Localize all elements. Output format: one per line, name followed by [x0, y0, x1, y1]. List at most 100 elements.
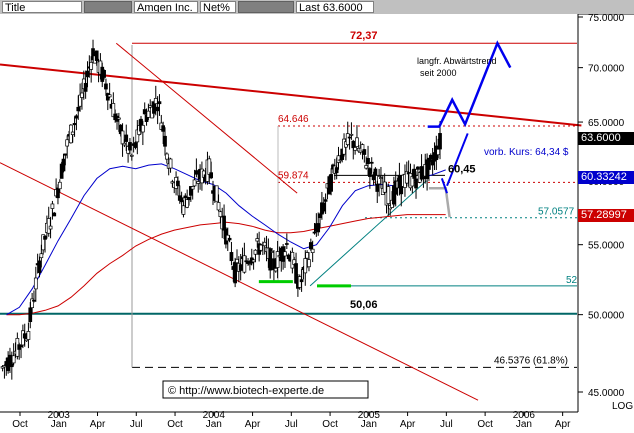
candle-body: [80, 92, 84, 98]
candle-body: [168, 158, 173, 169]
candle-body: [190, 186, 195, 190]
candle-body: [39, 253, 44, 259]
candle-body: [379, 177, 383, 179]
candle-body: [355, 137, 359, 147]
candle-body: [207, 158, 212, 175]
candle-body: [129, 154, 134, 157]
trend-note-line1: langfr. Abwärtstrend: [417, 56, 497, 66]
candle-body: [284, 243, 289, 245]
toolbar-title-field[interactable]: Title: [2, 1, 82, 13]
candle-body: [28, 307, 33, 323]
candle-body: [157, 101, 162, 105]
candle-body: [273, 268, 278, 272]
toolbar-mode-dropdown[interactable]: [238, 1, 294, 13]
y-tick-label: 50.0000: [588, 311, 625, 322]
forecast-path-up: [427, 40, 512, 128]
candle-body: [74, 115, 79, 119]
candle-body: [76, 106, 81, 112]
candle-body: [227, 237, 232, 241]
candle-body: [414, 178, 418, 189]
copyright-text: © http://www.biotech-experte.de: [168, 385, 324, 397]
candle-body: [83, 82, 88, 92]
candle-body: [94, 50, 99, 61]
candle-body: [253, 249, 258, 255]
candle-body: [345, 133, 350, 145]
x-tick-label: Oct: [477, 419, 493, 430]
candle-body: [32, 299, 36, 302]
trendline-uptrend-support: [309, 180, 427, 287]
candle-body: [50, 203, 55, 209]
chart-toolbar: Title Amgen Inc. Net% Last 63.6000: [0, 0, 634, 15]
candle-body: [310, 248, 315, 254]
price-tag-blue-ma: 60.33242: [578, 170, 634, 184]
candle-body: [141, 124, 145, 133]
toolbar-symbol-field[interactable]: Amgen Inc.: [134, 1, 198, 13]
candle-body: [312, 231, 317, 234]
candle-body: [155, 106, 160, 112]
candle-body: [57, 181, 62, 190]
candle-body: [362, 149, 367, 155]
y-tick-label: 65.0000: [588, 118, 625, 129]
toolbar-mode-field[interactable]: Net%: [200, 1, 236, 13]
candle-body: [216, 202, 221, 211]
level-label: 57.0577: [538, 207, 575, 218]
candle-body: [349, 133, 354, 136]
x-tick-label: Apr: [90, 419, 106, 430]
candle-body: [161, 125, 166, 132]
candle-body: [107, 94, 112, 98]
candle-body: [194, 170, 199, 175]
x-tick-label: Jul: [285, 419, 298, 430]
candle-body: [270, 251, 274, 253]
candle-body: [146, 110, 151, 118]
x-tick-label: Oct: [322, 419, 338, 430]
forecast-dip: [440, 178, 448, 194]
candle-body: [255, 238, 260, 242]
candle-body: [214, 185, 219, 202]
candle-body: [419, 166, 424, 180]
candle-body: [373, 168, 378, 176]
x-tick-label: Jul: [440, 419, 453, 430]
candle-body: [382, 181, 387, 193]
candle-body: [72, 123, 77, 126]
candle-body: [30, 298, 34, 309]
y-tick-label: 45.0000: [588, 388, 625, 399]
trendline-long-downtrend: [0, 63, 582, 127]
candle-body: [102, 69, 106, 78]
moving-average-blue: [6, 163, 446, 316]
candle-body: [56, 187, 60, 199]
candle-body: [371, 174, 376, 181]
candle-body: [347, 136, 352, 139]
candle-body: [305, 252, 309, 259]
x-year-label: 2006: [513, 410, 536, 421]
candle-body: [436, 148, 441, 156]
candle-body: [133, 142, 138, 148]
candle-body: [9, 363, 14, 368]
candle-body: [85, 70, 90, 78]
x-tick-label: Jan: [516, 419, 532, 430]
candle-body: [187, 196, 191, 201]
candle-body: [19, 345, 23, 348]
forecast-branch: [446, 133, 469, 187]
candle-body: [185, 199, 190, 208]
candle-body: [438, 133, 442, 150]
candle-body: [122, 142, 127, 146]
candle-body: [336, 155, 341, 163]
candle-body: [366, 157, 370, 165]
candle-body: [196, 181, 201, 184]
candle-body: [329, 174, 333, 192]
x-tick-label: Apr: [555, 419, 571, 430]
x-year-label: 2005: [358, 410, 381, 421]
candle-body: [275, 251, 280, 268]
x-tick-label: Jul: [130, 419, 143, 430]
candle-body: [421, 176, 426, 180]
forecast-label: vorb. Kurs: 64,34 $: [484, 147, 569, 158]
candle-body: [33, 277, 38, 290]
candle-body: [153, 98, 158, 104]
candle-body: [242, 255, 247, 273]
candle-body: [163, 135, 167, 147]
candle-body: [124, 134, 129, 142]
candle-body: [48, 225, 53, 230]
candle-body: [89, 61, 94, 70]
candle-body: [209, 172, 213, 179]
candle-body: [428, 154, 433, 160]
